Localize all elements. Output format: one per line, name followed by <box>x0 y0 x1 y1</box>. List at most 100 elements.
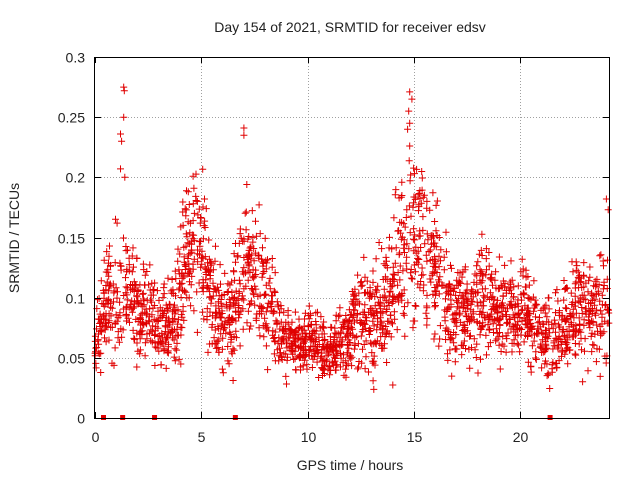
data-point <box>248 207 256 215</box>
data-point <box>409 317 417 325</box>
data-point <box>555 321 563 329</box>
data-point <box>584 288 592 296</box>
data-point <box>409 235 417 243</box>
data-point <box>413 165 421 173</box>
data-point <box>252 217 259 225</box>
data-point <box>174 245 182 253</box>
data-point <box>477 279 485 287</box>
data-point <box>520 338 528 346</box>
data-point <box>499 292 507 300</box>
data-point <box>593 321 601 329</box>
data-point <box>419 287 427 295</box>
data-point <box>138 302 146 310</box>
data-point <box>594 327 601 335</box>
data-point <box>312 318 320 325</box>
data-point <box>601 301 609 309</box>
data-point <box>340 351 347 359</box>
x-axis-label: GPS time / hours <box>297 457 404 473</box>
data-point <box>226 302 234 310</box>
data-point <box>139 260 147 268</box>
y-tick-label: 0.2 <box>66 170 86 186</box>
data-point <box>447 303 455 311</box>
baseline-marker <box>152 415 158 420</box>
data-point <box>486 339 494 347</box>
data-point <box>581 335 589 343</box>
data-point <box>239 305 247 313</box>
data-point <box>112 311 120 319</box>
data-point <box>122 243 130 250</box>
data-point <box>420 191 428 199</box>
data-point <box>221 269 229 277</box>
data-point <box>370 385 378 393</box>
data-point <box>373 309 381 317</box>
data-point <box>587 299 594 307</box>
data-point <box>267 303 275 310</box>
data-point <box>351 342 359 349</box>
data-point <box>397 235 405 243</box>
data-point <box>418 174 426 182</box>
data-point <box>106 242 113 250</box>
data-point <box>243 181 251 188</box>
data-point <box>596 252 604 260</box>
data-point <box>232 317 240 325</box>
data-point <box>502 348 510 356</box>
data-point <box>489 304 497 312</box>
data-point <box>272 317 280 325</box>
data-point <box>481 313 489 321</box>
data-point <box>544 370 552 378</box>
data-point <box>146 296 154 304</box>
data-point <box>506 286 514 294</box>
data-point <box>405 245 413 253</box>
data-point <box>252 232 260 240</box>
data-point <box>571 302 579 310</box>
data-point <box>128 308 136 316</box>
data-point <box>116 259 124 267</box>
data-point <box>128 252 136 260</box>
data-point <box>586 324 594 332</box>
data-point <box>422 309 430 317</box>
data-point <box>519 290 527 298</box>
data-point <box>400 220 408 228</box>
data-point <box>276 309 283 317</box>
data-point <box>247 299 255 307</box>
data-point <box>428 240 435 248</box>
data-point <box>584 367 592 375</box>
data-point <box>230 346 238 354</box>
data-point <box>182 230 190 238</box>
data-point <box>416 232 424 240</box>
data-point <box>568 333 576 341</box>
data-point <box>319 343 327 351</box>
data-point <box>503 335 511 343</box>
data-point <box>483 351 490 359</box>
data-point <box>203 313 211 320</box>
data-point <box>130 334 138 342</box>
data-point <box>401 249 408 256</box>
data-point <box>435 290 443 298</box>
data-point <box>489 320 497 328</box>
data-point <box>405 107 413 115</box>
data-point <box>223 304 231 312</box>
data-point <box>471 346 479 354</box>
data-point <box>180 253 188 261</box>
data-point <box>182 288 190 296</box>
data-point <box>99 286 107 294</box>
data-point <box>305 302 313 310</box>
data-point <box>485 326 493 334</box>
data-point <box>377 317 385 325</box>
data-point <box>580 291 588 299</box>
data-point <box>318 364 326 372</box>
data-point <box>457 318 465 326</box>
data-point <box>482 245 490 253</box>
data-point <box>544 335 552 343</box>
data-point <box>409 324 417 332</box>
data-point <box>541 309 549 317</box>
data-point <box>283 380 290 388</box>
data-point <box>568 311 576 319</box>
data-point <box>369 309 377 317</box>
data-point <box>221 317 229 325</box>
data-point <box>374 298 382 306</box>
data-point <box>382 330 390 338</box>
data-point <box>232 327 240 335</box>
data-point <box>212 302 220 310</box>
data-point <box>143 268 151 275</box>
